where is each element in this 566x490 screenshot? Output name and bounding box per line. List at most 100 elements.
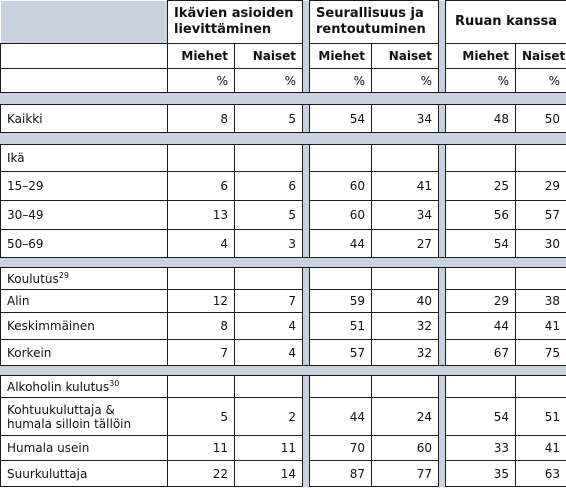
column-gutter [302,267,311,290]
column-gutter [302,435,311,461]
cell-value: 44 [445,312,517,340]
section-header-row: Alkoholin kulutus30 [0,375,566,398]
cell-value: 51 [309,312,373,340]
cell-value: 54 [445,397,517,436]
cell-value: 33 [445,435,517,461]
section-label: Koulutus29 [0,267,168,290]
separator [0,92,566,105]
cell-value: 14 [233,460,304,487]
column-gutter [302,171,311,201]
column-gutter [302,460,311,487]
cell-value: 38 [515,289,566,313]
row-label-line1: Kohtuukuluttaja & [7,402,115,417]
cell-value: 51 [515,397,566,436]
table-row: Humala usein 11 11 70 60 33 41 [0,435,566,461]
column-gutter [438,460,447,487]
blank-cell [0,43,168,69]
cell-value: 22 [167,460,235,487]
table-row: Suurkuluttaja 22 14 87 77 35 63 [0,460,566,487]
header-group-row: Ikävien asioiden lievittäminen Seurallis… [0,0,566,44]
cell-value: 41 [515,312,566,340]
table-row: 50–69 4 3 44 27 54 30 [0,229,566,258]
column-gutter [302,397,311,436]
column-gutter [438,144,447,172]
cell-value: 5 [167,397,235,436]
header-corner [0,0,168,44]
cell-value: 32 [371,339,440,366]
cell-value: 5 [233,200,304,230]
column-gutter [302,0,311,44]
cell-value: 29 [445,289,517,313]
row-label-line2: humala silloin tällöin [7,416,132,431]
cell-value: 2 [233,397,304,436]
column-gutter [438,68,447,93]
cell-value: 11 [167,435,235,461]
pct-label: % [167,68,235,93]
cell-value: 56 [445,200,517,230]
row-label: Kaikki [0,104,168,133]
column-gutter [302,144,311,172]
cell-value: 63 [515,460,566,487]
percent-row: % % % % % % [0,68,566,93]
pct-label: % [309,68,373,93]
section-header-row: Koulutus29 [0,267,566,290]
cell-value: 13 [167,200,235,230]
cell-value: 25 [445,171,517,201]
cell-value: 41 [371,171,440,201]
column-gutter [302,229,311,258]
column-gutter [302,200,311,230]
row-label: Humala usein [0,435,168,461]
col-men-3: Miehet [445,43,517,69]
cell-value: 57 [515,200,566,230]
cell-value: 60 [309,200,373,230]
column-gutter [438,267,447,290]
table-row: Alin 12 7 59 40 29 38 [0,289,566,313]
table-row: 15–29 6 6 60 41 25 29 [0,171,566,201]
column-gutter [438,435,447,461]
group-header-2-line1: Seurallisuus ja [316,6,424,21]
subheader-row: Miehet Naiset Miehet Naiset Miehet Naise… [0,43,566,69]
cell-value: 44 [309,229,373,258]
cell-value: 35 [445,460,517,487]
group-header-2: Seurallisuus ja rentoutuminen [309,0,440,44]
cell-value: 50 [515,104,566,133]
column-gutter [438,312,447,340]
row-label: 50–69 [0,229,168,258]
section-label: Alkoholin kulutus30 [0,375,168,398]
cell-value: 44 [309,397,373,436]
cell-value: 27 [371,229,440,258]
cell-value: 8 [167,312,235,340]
blank-cell [0,68,168,93]
cell-value: 77 [371,460,440,487]
cell-value: 54 [445,229,517,258]
cell-value: 11 [233,435,304,461]
cell-value: 4 [233,312,304,340]
row-label: 30–49 [0,200,168,230]
cell-value: 7 [233,289,304,313]
row-label: Alin [0,289,168,313]
cell-value: 29 [515,171,566,201]
column-gutter [438,43,447,69]
column-gutter [302,289,311,313]
table-row: Korkein 7 4 57 32 67 75 [0,339,566,366]
cell-value: 41 [515,435,566,461]
column-gutter [438,229,447,258]
cell-value: 32 [371,312,440,340]
group-header-2-line2: rentoutuminen [316,22,426,37]
pct-label: % [515,68,566,93]
col-women-3: Naiset [515,43,566,69]
cell-value: 5 [233,104,304,133]
row-label: Keskimmäinen [0,312,168,340]
table-row: Kaikki 8 5 54 34 48 50 [0,104,566,133]
pct-label: % [371,68,440,93]
column-gutter [438,171,447,201]
col-women-1: Naiset [233,43,304,69]
cell-value: 57 [309,339,373,366]
footnote-marker: 29 [58,270,69,280]
cell-value: 7 [167,339,235,366]
separator [0,257,566,268]
cell-value: 4 [233,339,304,366]
col-men-1: Miehet [167,43,235,69]
table-row: Keskimmäinen 8 4 51 32 44 41 [0,312,566,340]
